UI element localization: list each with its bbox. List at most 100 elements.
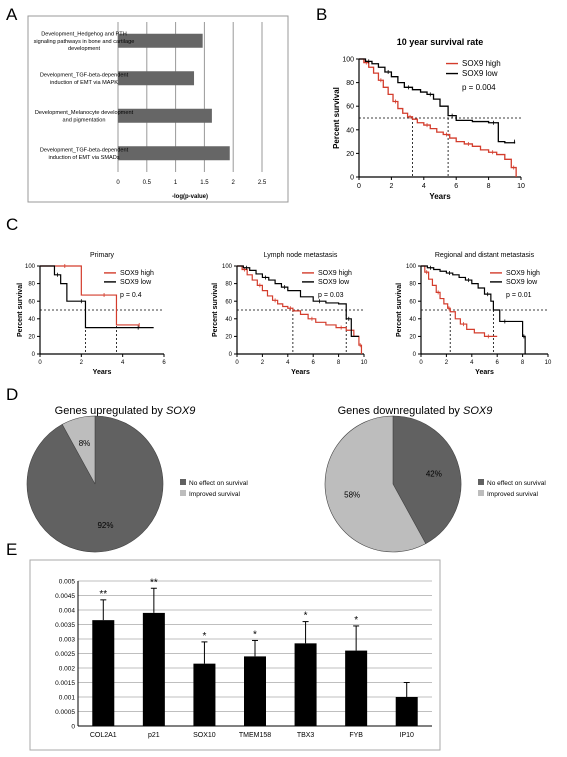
km-x-tick-label: 10 [361, 360, 368, 366]
pie-legend-swatch [478, 479, 484, 485]
pie-title-gene: SOX9 [166, 405, 195, 417]
km-series-sox9-high-curve [237, 265, 363, 354]
km-x-tick-label: 10 [545, 360, 552, 366]
panel-e-category-label: p21 [148, 732, 160, 739]
panel-a-category-label: signaling pathways in bone and cartilage [34, 39, 135, 45]
panel-e-category-label: COL2A1 [90, 732, 117, 739]
panel-e-y-tick-label: 0.005 [59, 579, 76, 586]
km-y-tick-label: 80 [409, 282, 416, 288]
panel-e-y-tick-label: 0.001 [59, 695, 76, 702]
panel-label-d: D [6, 385, 18, 404]
panel-e-category-label: SOX10 [193, 732, 216, 739]
km-title: 10 year survival rate [397, 37, 484, 47]
panel-e-category-label: TBX3 [297, 732, 315, 739]
km-y-tick-label: 100 [25, 264, 36, 270]
panel-e-chip-chart: 0 0.0005 0.001 0.0015 0.002 0.0025 0.003 0.0035… [29, 559, 441, 751]
panel-e-y-tick-label: 0.004 [59, 608, 76, 615]
km-y-axis-label: Percent survival [332, 87, 341, 149]
panel-e-significance-mark: * [354, 615, 358, 626]
panel-e-significance-mark: ** [99, 589, 107, 600]
km-x-tick-label: 8 [521, 360, 525, 366]
panel-a-x-tick-label: 1.5 [200, 180, 209, 186]
pie-legend-label: No effect on survival [487, 480, 546, 487]
panel-d-upregulated-pie: Genes upregulated by SOX9 92% 8% No effect … [26, 405, 248, 553]
km-y-tick-label: 80 [225, 282, 232, 288]
pie-title-gene: SOX9 [463, 405, 492, 417]
pie-legend-label: No effect on survival [189, 480, 248, 487]
pie-title-prefix: Genes upregulated by [55, 405, 166, 417]
panel-a-bar [118, 33, 203, 48]
pie-legend-swatch [180, 479, 186, 485]
panel-e-frame [29, 559, 441, 751]
km-y-tick-label: 0 [229, 352, 233, 358]
panel-e-y-tick-label: 0.002 [59, 666, 76, 673]
pie-value-label: 58% [344, 490, 360, 499]
panel-e-bar [294, 643, 317, 726]
km-y-tick-label: 100 [222, 264, 233, 270]
km-x-tick-label: 2 [261, 360, 265, 366]
km-series-sox9-high-curve [421, 265, 498, 337]
panel-a-category-label: development [68, 46, 100, 52]
km-y-tick-label: 0 [413, 352, 417, 358]
km-y-tick-label: 40 [28, 317, 35, 323]
km-y-tick-label: 60 [28, 299, 35, 305]
km-y-tick-label: 40 [225, 317, 232, 323]
km-legend-label: SOX9 low [120, 279, 152, 286]
panel-a-x-tick-label: 2 [232, 180, 236, 186]
km-y-tick-label: 40 [346, 127, 354, 134]
km-y-axis-label: Percent survival [17, 283, 24, 337]
panel-c-primary-chart: Primary 0 20 40 60 80 100 0 2 4 6 Years Percent surv… [17, 252, 166, 376]
km-legend-label: SOX9 high [462, 59, 501, 68]
km-x-tick-label: 4 [422, 183, 426, 190]
km-x-tick-label: 4 [286, 360, 290, 366]
panel-e-bar [345, 650, 368, 726]
panel-e-y-tick-label: 0.003 [59, 637, 76, 644]
km-y-tick-label: 100 [406, 264, 417, 270]
panel-c-regional-distant-chart: Regional and distant metastasis020406080… [396, 252, 552, 376]
km-p-value: p = 0.03 [318, 292, 344, 299]
pie-title-prefix: Genes downregulated by [338, 405, 463, 417]
panel-e-y-tick-label: 0.0045 [55, 593, 75, 600]
panel-label-e: E [6, 540, 17, 559]
km-p-value: p = 0.01 [506, 292, 532, 299]
km-series-sox9-high-curve [359, 58, 517, 177]
km-x-tick-label: 0 [419, 360, 423, 366]
panel-a-bar [118, 146, 230, 161]
panel-e-category-label: FYB [349, 732, 363, 739]
km-legend-label: SOX9 low [318, 279, 350, 286]
panel-a-category-label: Development_Melanocyte development [35, 110, 134, 116]
pie-title: Genes upregulated by SOX9 [55, 405, 196, 417]
km-y-tick-label: 20 [28, 335, 35, 341]
km-x-tick-label: 2 [389, 183, 393, 190]
km-x-tick-label: 6 [454, 183, 458, 190]
panel-a-x-tick-label: 2.5 [258, 180, 267, 186]
km-x-tick-label: 0 [357, 183, 361, 190]
km-x-tick-label: 8 [337, 360, 341, 366]
panel-a-category-label: Development_TGF-beta-dependent [40, 148, 129, 154]
panel-a-bar [118, 71, 195, 86]
km-series-sox9-low-curve [40, 265, 154, 329]
km-title: Primary [90, 252, 115, 259]
km-y-tick-label: 0 [350, 174, 354, 181]
km-x-tick-label: 2 [445, 360, 449, 366]
panel-e-bar [92, 620, 115, 726]
km-y-axis-label: Percent survival [212, 283, 219, 337]
panel-e-category-label: IP10 [400, 732, 415, 739]
panel-e-category-label: TMEM158 [239, 732, 271, 739]
km-p-value: p = 0.4 [120, 292, 142, 299]
panel-a-category-label: induction of EMT via MAPK [50, 80, 118, 86]
pie-value-label: 8% [79, 439, 91, 448]
panel-a-x-tick-label: 0.5 [143, 180, 152, 186]
km-y-tick-label: 60 [225, 299, 232, 305]
panel-e-bar [244, 656, 266, 726]
panel-d-downregulated-pie: Genes downregulated by SOX9 42% 58% No effe… [324, 405, 546, 553]
panel-e-significance-mark: ** [150, 577, 158, 588]
panel-a-x-tick-label: 0 [116, 180, 120, 186]
pie-value-label: 92% [97, 521, 113, 530]
panel-e-significance-mark: * [304, 611, 308, 622]
panel-label-a: A [6, 5, 18, 24]
panel-e-y-tick-label: 0.0015 [55, 680, 75, 687]
km-legend-label: SOX9 high [318, 270, 352, 277]
